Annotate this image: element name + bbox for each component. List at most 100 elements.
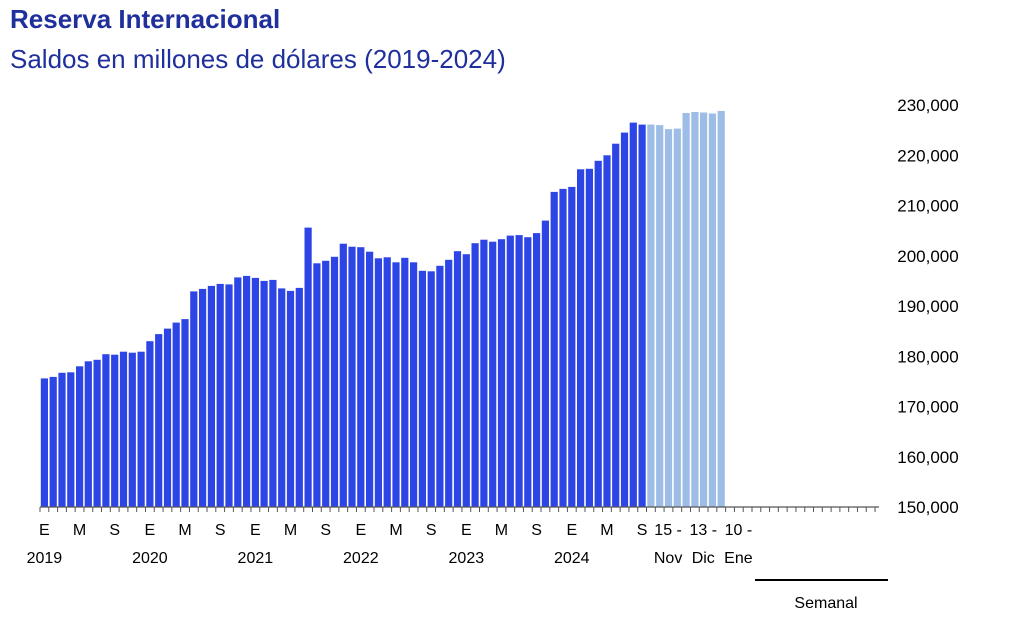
bar-weekly (656, 125, 664, 507)
bar-monthly (67, 372, 75, 507)
x-tick-label: M (73, 522, 86, 539)
bar-monthly (225, 284, 233, 507)
x-tick-label: S (531, 522, 542, 539)
bar-monthly (76, 366, 84, 507)
bar-weekly (700, 112, 708, 507)
bar-monthly (111, 354, 119, 507)
bar-monthly (629, 122, 637, 507)
bar-monthly (207, 285, 215, 507)
year-label: 2022 (343, 550, 379, 567)
x-tick-label: M (284, 522, 297, 539)
y-tick-label: 180,000 (897, 347, 958, 366)
bar-monthly (515, 235, 523, 507)
x-tick-label: M (389, 522, 402, 539)
bar-monthly (436, 265, 444, 507)
bar-monthly (418, 270, 426, 507)
bar-monthly (128, 352, 136, 507)
bar-monthly (401, 257, 409, 507)
y-tick-label: 230,000 (897, 96, 958, 115)
x-tick-label: S (109, 522, 120, 539)
bar-monthly (374, 258, 382, 507)
bar-monthly (137, 351, 145, 507)
bar-monthly (93, 359, 101, 507)
bar-weekly (647, 124, 655, 507)
bar-monthly (146, 341, 154, 507)
bar-monthly (84, 361, 92, 507)
bar-monthly (199, 288, 207, 507)
bar-monthly (269, 279, 277, 507)
y-tick-label: 210,000 (897, 197, 958, 216)
bar-monthly (313, 263, 321, 507)
x-tick-label: E (461, 522, 472, 539)
bar-monthly (172, 322, 180, 507)
bar-monthly (322, 260, 330, 507)
y-tick-label: 150,000 (897, 498, 958, 517)
bar-monthly (119, 351, 128, 507)
bar-monthly (559, 188, 567, 507)
bar-weekly (717, 111, 725, 507)
bar-monthly (286, 290, 295, 507)
x-tick-label: E (145, 522, 156, 539)
x-tick-label: E (355, 522, 366, 539)
bar-monthly (339, 243, 347, 507)
bar-monthly (585, 168, 593, 508)
y-tick-label: 220,000 (897, 146, 958, 165)
year-label: 2020 (132, 550, 168, 567)
x-tick-label: S (426, 522, 437, 539)
bar-weekly (691, 112, 699, 507)
bar-monthly (163, 328, 172, 507)
bar-monthly (304, 227, 312, 507)
year-label: 2023 (449, 550, 485, 567)
bar-monthly (462, 254, 470, 507)
bar-monthly (620, 132, 629, 507)
x-tick-label: E (566, 522, 577, 539)
y-tick-label: 170,000 (897, 398, 958, 417)
bar-monthly (366, 251, 374, 507)
bar-monthly (612, 143, 620, 507)
bar-monthly (243, 275, 251, 507)
bar-monthly (524, 237, 532, 507)
bar-monthly (295, 287, 303, 507)
bar-monthly (190, 291, 198, 507)
bar-monthly (577, 169, 585, 508)
bar-monthly (234, 277, 242, 507)
x-tick-label: M (178, 522, 191, 539)
bar-monthly (497, 239, 506, 507)
bars-group (40, 111, 725, 508)
year-label: 2021 (238, 550, 274, 567)
bar-monthly (330, 256, 339, 507)
bar-monthly (278, 288, 286, 507)
bar-weekly (664, 129, 673, 507)
bar-monthly (251, 277, 259, 507)
x-tick-label: M (495, 522, 508, 539)
bar-monthly (392, 262, 400, 507)
weekly-day-label: 15 - (654, 522, 682, 539)
bar-monthly (410, 262, 418, 507)
x-tick-label: S (320, 522, 331, 539)
bar-monthly (216, 283, 224, 507)
bar-monthly (58, 372, 66, 507)
bar-monthly (40, 378, 48, 507)
bar-monthly (568, 186, 576, 507)
x-tick-label: S (215, 522, 226, 539)
weekly-month-label: Nov (654, 550, 682, 567)
bar-monthly (102, 354, 110, 507)
y-tick-label: 190,000 (897, 297, 958, 316)
bar-monthly (445, 259, 453, 507)
bar-monthly (594, 160, 602, 508)
bar-monthly (181, 319, 189, 507)
y-tick-label: 160,000 (897, 448, 958, 467)
y-tick-label: 200,000 (897, 247, 958, 266)
bar-monthly (453, 251, 462, 507)
bar-monthly (427, 271, 435, 507)
bar-monthly (471, 243, 479, 507)
bar-monthly (260, 280, 268, 507)
bar-weekly (708, 113, 716, 507)
year-label: 2019 (27, 550, 63, 567)
bar-monthly (638, 124, 646, 507)
bar-monthly (49, 376, 57, 507)
x-tick-label: M (600, 522, 613, 539)
bar-weekly (682, 113, 690, 507)
axes-group (39, 506, 888, 581)
